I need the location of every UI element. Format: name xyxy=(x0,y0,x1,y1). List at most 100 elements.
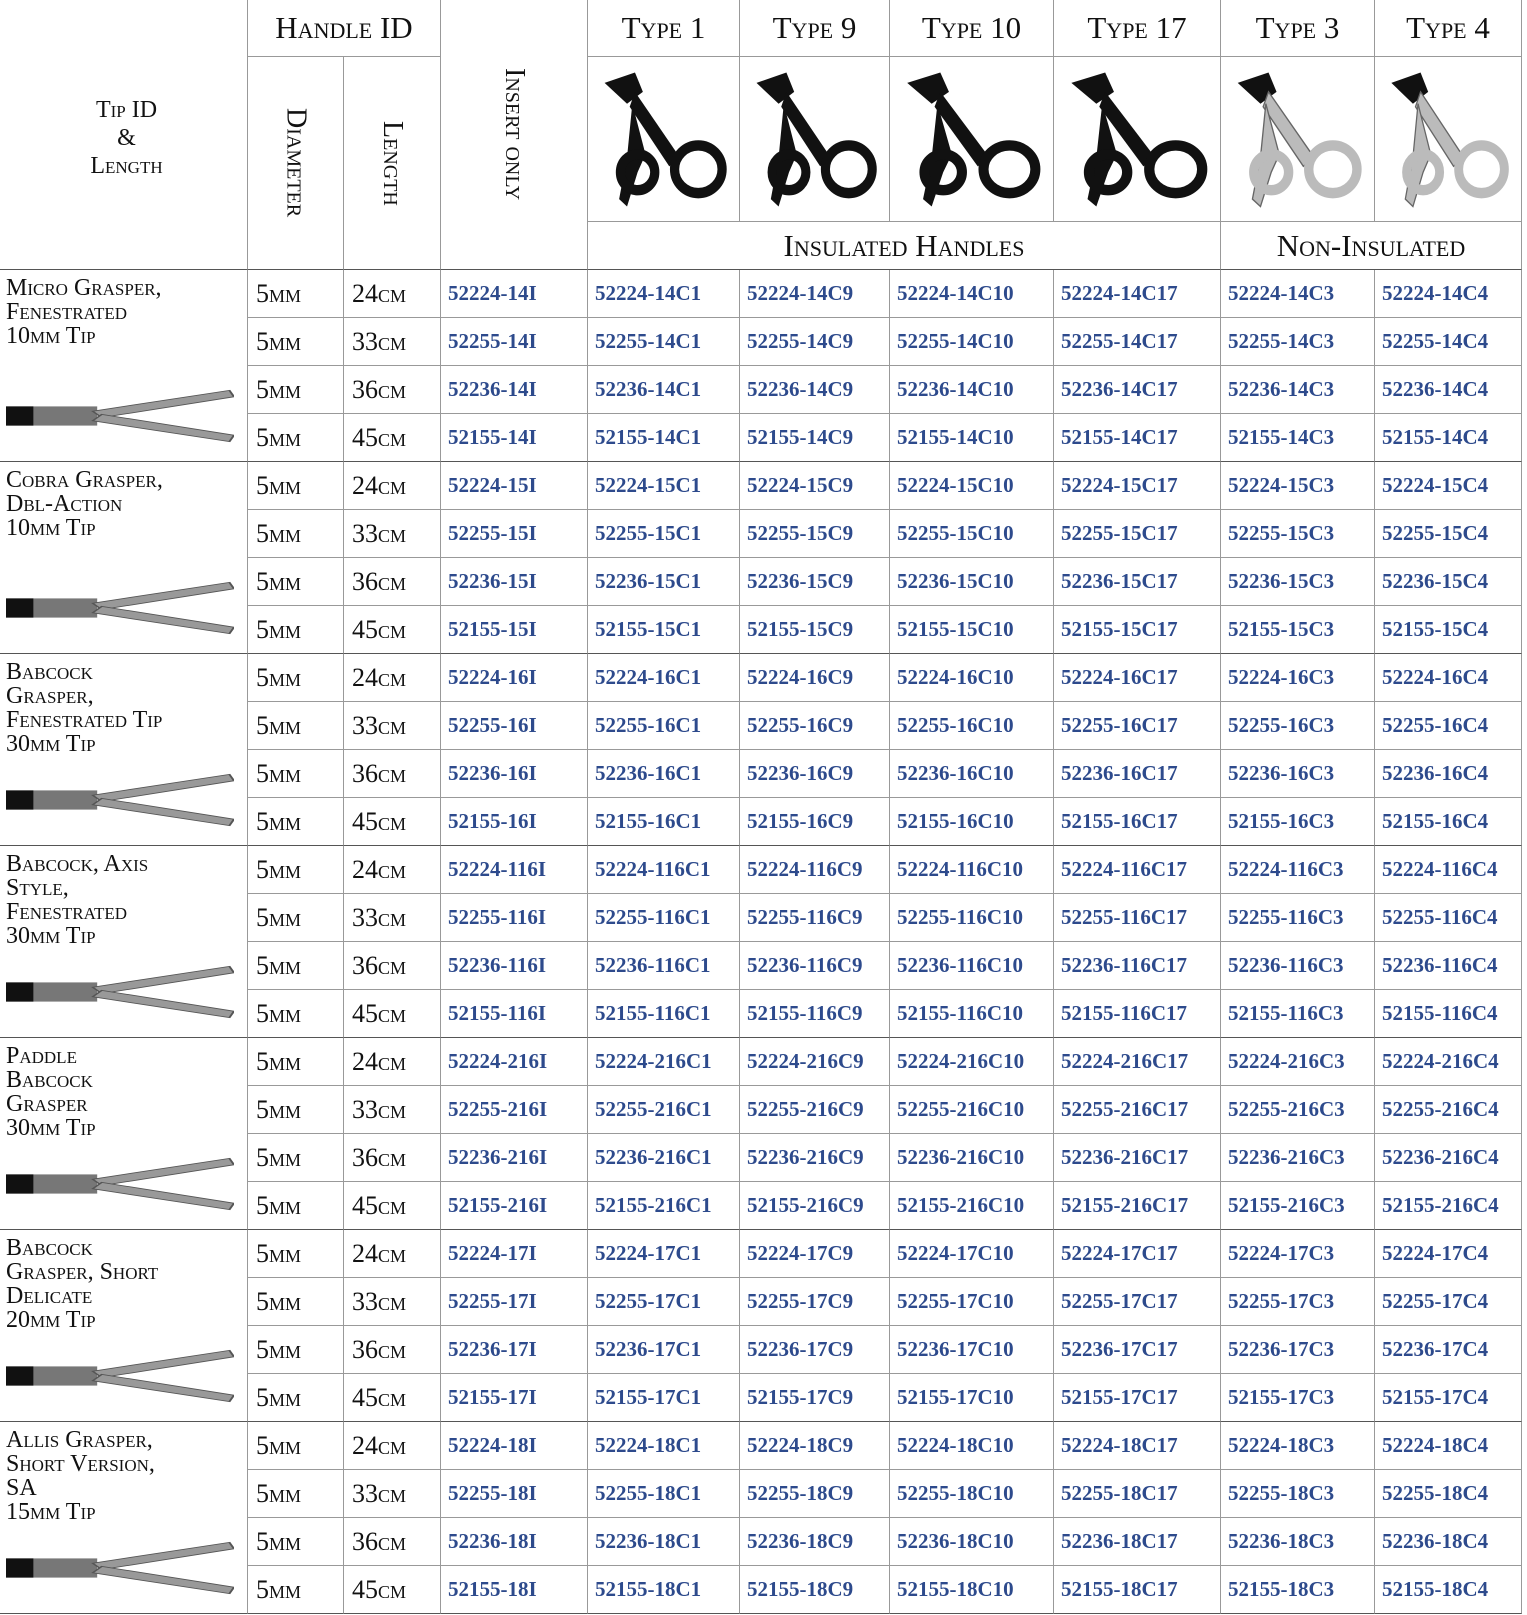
part-code: 52155-18C4 xyxy=(1375,1566,1522,1614)
part-code-text: 52155-14C10 xyxy=(897,425,1014,449)
part-code: 52236-15C9 xyxy=(740,558,890,606)
part-code-text: 52224-15C9 xyxy=(747,473,854,497)
part-code-text: 52236-116I xyxy=(448,953,547,977)
part-code-text: 52236-18C3 xyxy=(1228,1529,1335,1553)
part-code-text: 52155-16C1 xyxy=(595,809,702,833)
part-code-text: 52155-14C3 xyxy=(1228,425,1335,449)
diameter-text: 5mm xyxy=(256,1046,302,1076)
part-code: 52255-14C10 xyxy=(890,318,1054,366)
part-code: 52236-14C1 xyxy=(588,366,740,414)
part-code-text: 52224-116I xyxy=(448,857,547,881)
part-code: 52224-18C1 xyxy=(588,1422,740,1470)
part-code: 52224-14C10 xyxy=(890,270,1054,318)
diameter: 5mm xyxy=(248,318,344,366)
part-code: 52255-116C10 xyxy=(890,894,1054,942)
part-code-text: 52255-15C1 xyxy=(595,521,702,545)
length: 24cm xyxy=(344,654,441,702)
part-code: 52155-16C10 xyxy=(890,798,1054,846)
part-code: 52255-16C17 xyxy=(1054,702,1221,750)
part-code-text: 52155-14I xyxy=(448,425,537,449)
tip-name-line: Paddle xyxy=(6,1043,77,1069)
tip-image xyxy=(6,389,234,443)
part-code-text: 52236-16C17 xyxy=(1061,761,1178,785)
length-text: 36cm xyxy=(352,566,407,596)
part-code: 52255-116I xyxy=(441,894,588,942)
part-code: 52155-14C10 xyxy=(890,414,1054,462)
part-code-text: 52224-14C10 xyxy=(897,281,1014,305)
diameter-text: 5mm xyxy=(256,1142,302,1172)
part-code: 52155-15C17 xyxy=(1054,606,1221,654)
part-code-text: 52224-16I xyxy=(448,665,537,689)
diameter: 5mm xyxy=(248,462,344,510)
part-code: 52236-15C10 xyxy=(890,558,1054,606)
type-header-text: Type 4 xyxy=(1406,10,1490,45)
part-code: 52224-16C3 xyxy=(1221,654,1375,702)
handle-image-cell xyxy=(740,57,890,222)
tip-image xyxy=(6,1157,234,1211)
diameter-header: Diameter xyxy=(248,57,344,270)
part-code-text: 52255-16C1 xyxy=(595,713,702,737)
part-code: 52224-16C1 xyxy=(588,654,740,702)
part-code: 52224-17C3 xyxy=(1221,1230,1375,1278)
part-code-text: 52255-14C1 xyxy=(595,329,702,353)
part-code-text: 52155-17C9 xyxy=(747,1385,854,1409)
part-code: 52236-116C3 xyxy=(1221,942,1375,990)
length: 45cm xyxy=(344,1182,441,1230)
handle-image xyxy=(1071,72,1208,207)
part-code: 52255-216C3 xyxy=(1221,1086,1375,1134)
part-code: 52255-216I xyxy=(441,1086,588,1134)
part-code: 52155-16C17 xyxy=(1054,798,1221,846)
part-code: 52224-18C10 xyxy=(890,1422,1054,1470)
diameter-text: 5mm xyxy=(256,566,302,596)
part-code: 52155-16C1 xyxy=(588,798,740,846)
tip-name-line: Babcock xyxy=(6,659,93,685)
diameter: 5mm xyxy=(248,270,344,318)
diameter-text: 5mm xyxy=(256,950,302,980)
part-code-text: 52236-18C10 xyxy=(897,1529,1014,1553)
part-code-text: 52255-216C9 xyxy=(747,1097,864,1121)
part-code: 52155-15C1 xyxy=(588,606,740,654)
part-code: 52224-14C1 xyxy=(588,270,740,318)
tip-name-line: Cobra Grasper, xyxy=(6,467,163,493)
diameter-text: 5mm xyxy=(256,1334,302,1364)
diameter: 5mm xyxy=(248,1134,344,1182)
part-code: 52224-216C3 xyxy=(1221,1038,1375,1086)
part-code: 52255-15C10 xyxy=(890,510,1054,558)
diameter: 5mm xyxy=(248,702,344,750)
part-code: 52224-15C17 xyxy=(1054,462,1221,510)
diameter: 5mm xyxy=(248,414,344,462)
part-code-text: 52224-216C10 xyxy=(897,1049,1025,1073)
part-code-text: 52224-17C3 xyxy=(1228,1241,1335,1265)
part-code-text: 52155-18C3 xyxy=(1228,1577,1335,1601)
tip-name-line: Babcock xyxy=(6,1067,93,1093)
part-code: 52255-16C3 xyxy=(1221,702,1375,750)
part-code-text: 52236-15I xyxy=(448,569,537,593)
part-code: 52255-116C3 xyxy=(1221,894,1375,942)
part-code: 52155-116C9 xyxy=(740,990,890,1038)
diameter-text: 5mm xyxy=(256,374,302,404)
part-code: 52155-18C3 xyxy=(1221,1566,1375,1614)
part-code: 52255-216C4 xyxy=(1375,1086,1522,1134)
tip-name-line: Dbl-Action xyxy=(6,491,123,517)
length: 45cm xyxy=(344,798,441,846)
part-code: 52236-116I xyxy=(441,942,588,990)
part-code: 52255-116C1 xyxy=(588,894,740,942)
type-header: Type 10 xyxy=(890,0,1054,57)
part-code: 52255-14C4 xyxy=(1375,318,1522,366)
part-code: 52155-14C17 xyxy=(1054,414,1221,462)
part-code-text: 52224-18I xyxy=(448,1433,537,1457)
diameter-text: 5mm xyxy=(256,614,302,644)
part-code-text: 52255-17C3 xyxy=(1228,1289,1335,1313)
part-code: 52236-18C3 xyxy=(1221,1518,1375,1566)
part-code: 52255-18C1 xyxy=(588,1470,740,1518)
part-code: 52224-116C1 xyxy=(588,846,740,894)
part-code-text: 52255-16C17 xyxy=(1061,713,1178,737)
part-code-text: 52236-17C1 xyxy=(595,1337,702,1361)
handle-image-cell xyxy=(1221,57,1375,222)
type-header: Type 9 xyxy=(740,0,890,57)
tip-image xyxy=(6,773,234,827)
diameter-text: 5mm xyxy=(256,1094,302,1124)
diameter: 5mm xyxy=(248,990,344,1038)
diameter: 5mm xyxy=(248,1230,344,1278)
tip-cell: Babcock Grasper, Short Delicate 20mm Tip xyxy=(0,1230,248,1422)
